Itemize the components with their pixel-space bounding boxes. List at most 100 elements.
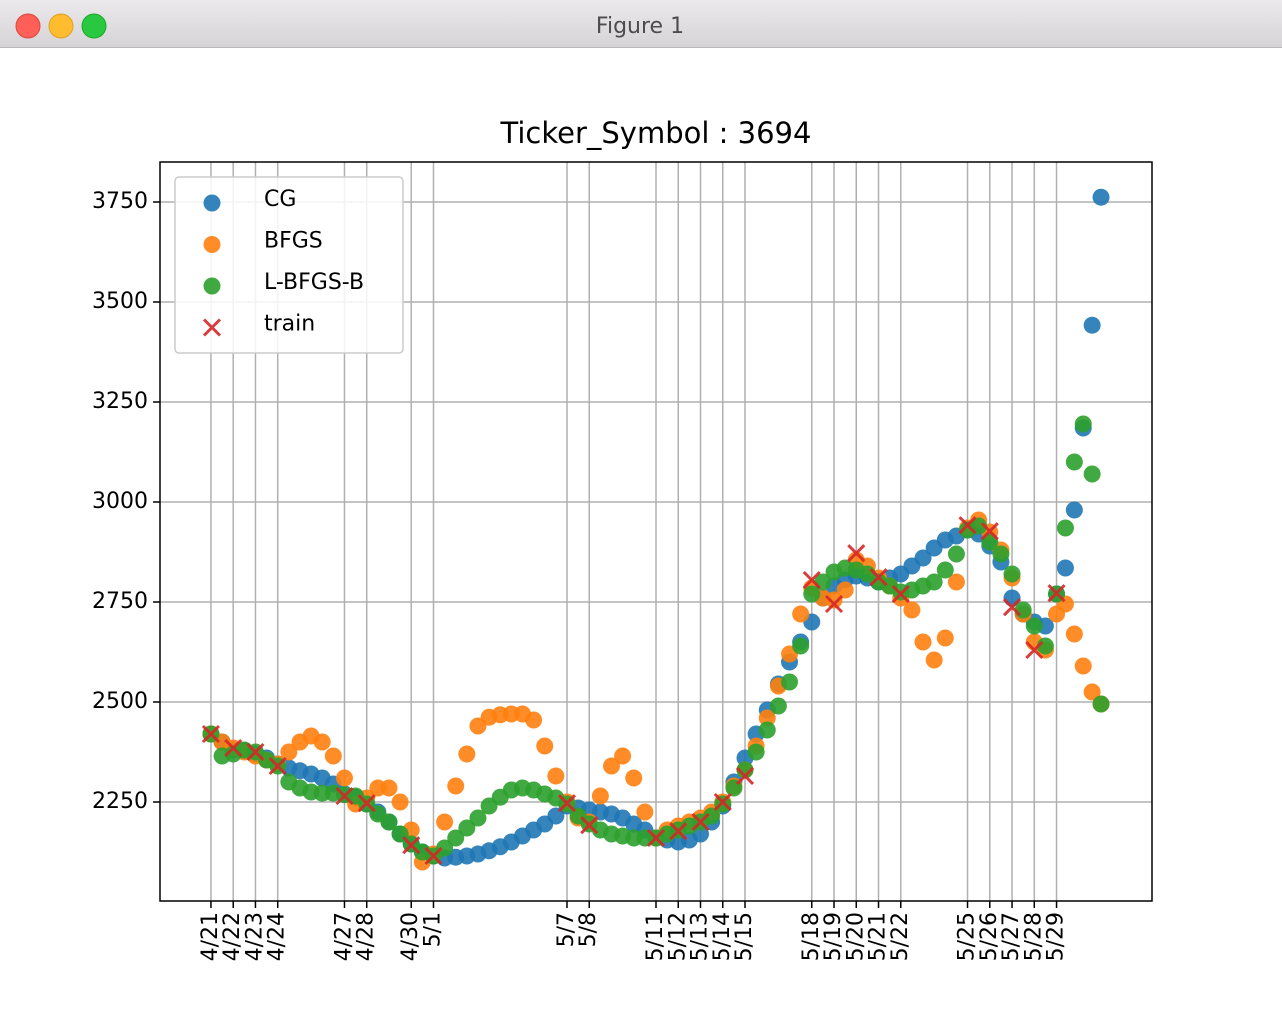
y-tick-label: 3750 bbox=[92, 189, 148, 214]
legend-marker bbox=[203, 277, 221, 295]
x-tick-label: 4/27 bbox=[331, 912, 356, 961]
legend-marker bbox=[203, 194, 221, 212]
scatter-point bbox=[380, 813, 398, 831]
y-tick-label: 3500 bbox=[92, 289, 148, 314]
x-tick-label: 5/25 bbox=[955, 912, 980, 961]
scatter-point bbox=[947, 573, 965, 591]
legend-label: CG bbox=[264, 187, 296, 212]
train-marker bbox=[424, 846, 443, 866]
x-tick-label: 5/7 bbox=[554, 912, 579, 947]
x-tick-label: 5/15 bbox=[732, 912, 757, 961]
x-tick-label: 4/22 bbox=[220, 912, 245, 961]
scatter-point bbox=[436, 813, 454, 831]
scatter-point bbox=[792, 605, 810, 623]
scatter-point bbox=[747, 743, 765, 761]
legend: CG BFGS L-BFGS-B train bbox=[174, 176, 404, 354]
train-marker bbox=[869, 568, 888, 587]
legend-label: L-BFGS-B bbox=[264, 270, 364, 295]
chart-title: Ticker_Symbol : 3694 bbox=[500, 116, 812, 150]
x-tick-label: 5/11 bbox=[643, 912, 668, 961]
x-tick-label: 5/12 bbox=[665, 912, 690, 961]
scatter-point bbox=[1025, 617, 1043, 635]
train-marker bbox=[669, 822, 688, 841]
plot-frame bbox=[159, 161, 1153, 902]
train-marker bbox=[1002, 598, 1022, 617]
legend-marker bbox=[202, 318, 222, 337]
scatter-point bbox=[914, 549, 932, 567]
minimize-button[interactable] bbox=[48, 13, 74, 39]
legend-label: BFGS bbox=[264, 229, 323, 254]
train-marker bbox=[646, 828, 666, 848]
train-marker bbox=[580, 816, 599, 835]
scatter-point bbox=[925, 573, 943, 591]
train-marker bbox=[958, 516, 977, 535]
y-tick-label: 3000 bbox=[92, 489, 148, 514]
x-tick-label: 4/24 bbox=[265, 912, 290, 961]
train-marker bbox=[980, 522, 999, 541]
scatter-point bbox=[992, 545, 1010, 563]
scatter-point bbox=[792, 637, 810, 655]
train-marker bbox=[201, 724, 221, 744]
train-marker bbox=[402, 836, 421, 855]
scatter-point bbox=[447, 829, 465, 847]
scatter-point bbox=[380, 779, 398, 797]
x-tick-label: 5/22 bbox=[888, 912, 913, 961]
train-marker bbox=[1047, 584, 1066, 603]
x-tick-label: 5/26 bbox=[977, 912, 1002, 961]
train-marker bbox=[1025, 640, 1044, 660]
scatter-point bbox=[391, 793, 409, 811]
y-tick-label: 2500 bbox=[92, 689, 148, 714]
scatter-point bbox=[903, 601, 921, 619]
train-marker bbox=[802, 570, 821, 590]
x-tick-label: 5/29 bbox=[1044, 912, 1069, 961]
y-tick-label: 2750 bbox=[92, 589, 148, 614]
scatter-point bbox=[547, 767, 565, 785]
scatter-point bbox=[602, 757, 620, 775]
y-tick-label: 2250 bbox=[92, 789, 148, 814]
close-button[interactable] bbox=[15, 13, 41, 39]
scatter-point bbox=[936, 629, 954, 647]
scatter-point bbox=[335, 769, 353, 787]
window-title: Figure 1 bbox=[596, 14, 684, 39]
train-marker bbox=[735, 766, 755, 786]
scatter-point bbox=[1003, 565, 1021, 583]
figure: Ticker_Symbol : 3694 2250 2500 2750 3000 3250… bbox=[92, 116, 1153, 961]
title-bar bbox=[0, 0, 1282, 47]
train-marker bbox=[557, 794, 577, 813]
scatter-point bbox=[981, 533, 999, 551]
scatter-point bbox=[1056, 519, 1074, 537]
train-marker bbox=[357, 794, 376, 813]
scatter-point bbox=[1056, 559, 1074, 577]
scatter-point bbox=[769, 697, 787, 715]
scatter-point bbox=[781, 673, 799, 691]
train-marker bbox=[691, 812, 710, 832]
x-tick-label: 4/23 bbox=[242, 912, 267, 961]
scatter-point bbox=[1074, 657, 1092, 675]
scatter-point bbox=[636, 803, 654, 821]
scatter-point bbox=[536, 737, 554, 755]
x-tick-label: 5/13 bbox=[688, 912, 713, 961]
scatter-point bbox=[1065, 501, 1083, 519]
x-tick-label: 5/14 bbox=[710, 912, 735, 961]
x-tick-label: 5/21 bbox=[866, 912, 891, 961]
scatter-point bbox=[525, 711, 543, 729]
train-marker bbox=[824, 594, 844, 614]
x-tick-label: 5/8 bbox=[576, 912, 601, 947]
scatter-point bbox=[914, 633, 932, 651]
x-tick-label: 5/19 bbox=[821, 912, 846, 961]
zoom-button[interactable] bbox=[81, 13, 107, 39]
scatter-point bbox=[458, 745, 476, 763]
scatter-point bbox=[1083, 316, 1101, 334]
x-tick-label: 4/21 bbox=[198, 912, 223, 961]
scatter-point bbox=[758, 709, 776, 727]
x-tick-label: 4/30 bbox=[398, 912, 423, 961]
scatter-point bbox=[703, 807, 721, 825]
scatter-point bbox=[736, 761, 754, 779]
train-marker bbox=[246, 742, 265, 762]
x-tick-label: 5/20 bbox=[843, 912, 868, 961]
scatter-point bbox=[836, 581, 854, 599]
x-tick-label: 5/1 bbox=[420, 912, 445, 947]
